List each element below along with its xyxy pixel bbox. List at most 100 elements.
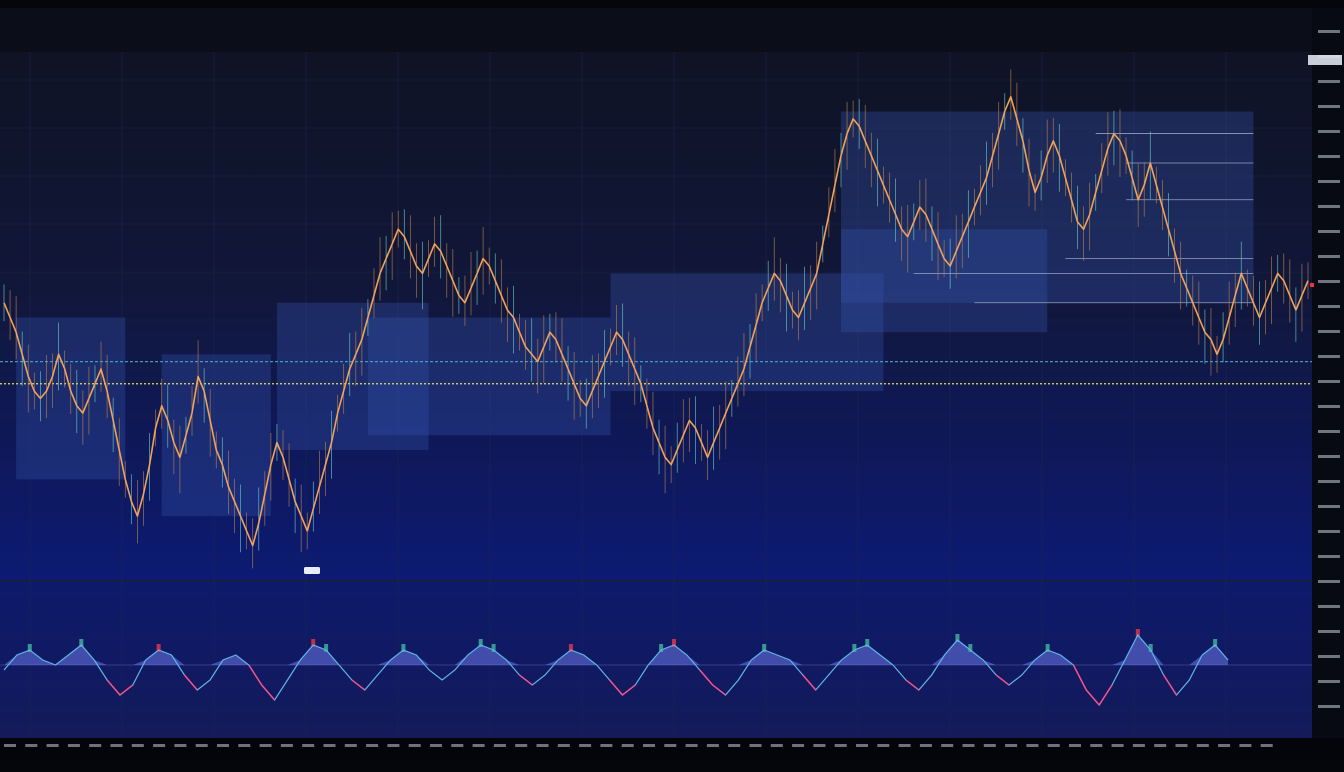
oscillator-bar — [852, 644, 857, 652]
time-tick-label — [153, 744, 166, 747]
time-tick-label — [941, 744, 954, 747]
oscillator-bar — [491, 644, 496, 652]
price-tick-label — [1318, 380, 1340, 383]
price-panel — [0, 52, 1312, 580]
time-tick-label — [515, 744, 528, 747]
price-tick-label — [1318, 130, 1340, 133]
time-tick-label — [302, 744, 315, 747]
time-tick-label — [877, 744, 890, 747]
oscillator-bar — [955, 634, 960, 642]
oscillator-negative-segment — [351, 679, 366, 691]
price-tick-label — [1318, 80, 1340, 83]
oscillator-bar — [156, 644, 161, 652]
time-tick-label — [280, 744, 293, 747]
time-tick-label — [259, 744, 272, 747]
crosshair-label — [304, 567, 320, 574]
oscillator-bar — [671, 639, 676, 647]
time-tick-label — [110, 744, 123, 747]
time-tick-label — [1175, 744, 1188, 747]
price-marker-red — [1310, 283, 1314, 287]
oscillator-bar — [865, 639, 870, 647]
oscillator-bar — [401, 644, 406, 652]
time-tick-label — [89, 744, 102, 747]
price-tick-label — [1318, 480, 1340, 483]
oscillator-negative-segment — [261, 684, 276, 701]
price-axis-ticks — [1318, 30, 1340, 708]
oscillator-negative-segment — [248, 664, 263, 686]
time-tick-label — [643, 744, 655, 747]
oscillator-negative-segment — [106, 679, 121, 696]
price-marker-top — [1308, 55, 1342, 65]
oscillator-negative-segment — [712, 684, 726, 696]
price-tick-label — [1318, 555, 1340, 558]
time-axis — [0, 738, 1344, 760]
time-tick-label — [579, 744, 592, 747]
oscillator-bar — [1045, 644, 1050, 652]
time-tick-label — [856, 744, 868, 747]
time-tick-label — [983, 744, 996, 747]
time-tick-label — [1239, 744, 1252, 747]
time-tick-label — [536, 744, 549, 747]
time-tick-label — [387, 744, 400, 747]
oscillator-bar — [478, 639, 483, 647]
oscillator-negative-segment — [622, 684, 636, 696]
time-tick-label — [1090, 744, 1103, 747]
time-tick-label — [46, 744, 59, 747]
time-tick-label — [1154, 744, 1167, 747]
time-tick-label — [600, 744, 613, 747]
time-tick-label — [472, 744, 485, 747]
price-tick-label — [1318, 655, 1340, 658]
time-tick-label — [749, 744, 762, 747]
oscillator-bar — [659, 644, 664, 652]
oscillator-bar — [311, 639, 316, 647]
oscillator-negative-segment — [995, 674, 1010, 686]
price-line — [3, 96, 1309, 547]
time-tick-label — [323, 744, 336, 747]
time-tick-label — [430, 744, 442, 747]
time-tick-label — [919, 744, 932, 747]
oscillator-negative-segment — [1085, 689, 1100, 706]
time-tick-label — [217, 744, 229, 747]
time-tick-label — [664, 744, 677, 747]
time-tick-label — [1196, 744, 1209, 747]
time-tick-label — [962, 744, 975, 747]
price-tick-label — [1318, 580, 1340, 583]
time-tick-label — [67, 744, 80, 747]
time-tick-label — [25, 744, 38, 747]
time-tick-label — [1111, 744, 1124, 747]
time-tick-label — [238, 744, 251, 747]
price-tick-label — [1318, 455, 1340, 458]
price-tick-label — [1318, 280, 1340, 283]
time-tick-label — [834, 744, 847, 747]
right-axis — [1312, 8, 1344, 738]
oscillator-bar — [968, 644, 973, 652]
oscillator-series — [0, 629, 1312, 707]
time-tick-label — [366, 744, 379, 747]
oscillator-bar — [762, 644, 767, 652]
time-tick-label — [1069, 744, 1081, 747]
time-tick-label — [792, 744, 805, 747]
price-tick-label — [1318, 330, 1340, 333]
oscillator-negative-segment — [1098, 684, 1113, 706]
time-tick-label — [4, 744, 16, 747]
price-tick-label — [1318, 255, 1340, 258]
oscillator-negative-segment — [119, 684, 134, 696]
price-tick-label — [1318, 205, 1340, 208]
zone-box — [367, 317, 611, 436]
time-tick-label — [1005, 744, 1018, 747]
oscillator-negative-segment — [905, 679, 920, 691]
oscillator-negative-segment — [183, 674, 198, 691]
oscillator-negative-segment — [1072, 664, 1087, 691]
oscillator-bar — [27, 644, 32, 652]
time-tick-label — [898, 744, 911, 747]
oscillator-negative-segment — [518, 674, 533, 686]
time-tick-label — [1260, 744, 1273, 747]
time-tick-label — [813, 744, 826, 747]
oscillator-bar — [1148, 644, 1153, 652]
time-tick-label — [344, 744, 357, 747]
zone-box — [276, 302, 429, 450]
oscillator-negative-segment — [1162, 674, 1178, 696]
time-tick-label — [451, 744, 464, 747]
